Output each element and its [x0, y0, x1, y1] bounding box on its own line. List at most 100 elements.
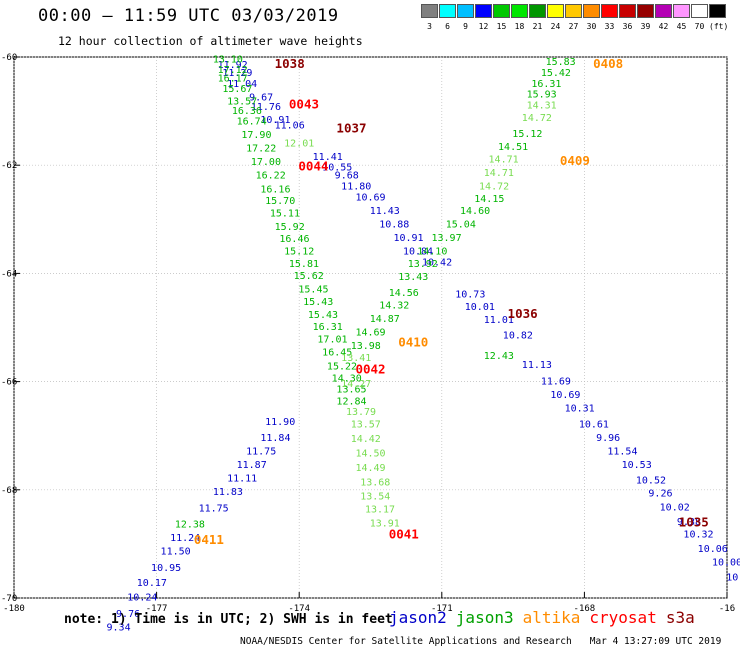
swh-label: 14.31 [527, 100, 557, 111]
y-tick-label: -60 [1, 53, 17, 63]
swh-label: 10.00 [712, 558, 740, 569]
swh-label: 9.67 [249, 92, 273, 103]
pass-time-label: 0408 [593, 56, 623, 71]
x-tick-label: -177 [146, 604, 168, 614]
color-swatch-label: 15 [496, 22, 507, 31]
swh-label: 9.34 [107, 622, 131, 633]
satellite-legend: jason2 jason3 altika cryosat s3a [389, 608, 704, 627]
swh-label: 12.84 [336, 396, 366, 407]
footer-org: NOAA/NESDIS Center for Satellite Applica… [240, 636, 572, 647]
legend-jason2: jason2 [389, 608, 447, 627]
color-swatch [655, 4, 672, 18]
pass-time-label: 0041 [389, 526, 419, 541]
color-swatch-label: 6 [445, 22, 450, 31]
color-swatch-label: 9 [463, 22, 468, 31]
swh-label: 14.42 [351, 434, 381, 445]
color-swatch [547, 4, 564, 18]
swh-label: 15.92 [275, 222, 305, 233]
color-swatch [565, 4, 582, 18]
swh-label: 14.72 [479, 182, 509, 193]
pass-time-label: 0043 [289, 96, 319, 111]
swh-label: 15.12 [512, 129, 542, 140]
swh-label: 13.17 [365, 505, 395, 516]
color-swatch-label: 18 [514, 22, 525, 31]
swh-label: 13.79 [346, 407, 376, 418]
color-swatch-label: 33 [604, 22, 615, 31]
x-tick-label: -168 [574, 604, 596, 614]
swh-label: 10.52 [636, 475, 666, 486]
swh-label: 17.01 [317, 335, 347, 346]
x-tick-label: -16 [719, 604, 735, 614]
swh-label: 16.22 [256, 171, 286, 182]
swh-label: 14.60 [460, 206, 490, 217]
swh-label: 11.69 [541, 376, 571, 387]
swh-label: 11.50 [161, 547, 191, 558]
y-tick-label: -70 [1, 594, 17, 604]
color-swatch [475, 4, 492, 18]
swh-label: 15.04 [446, 219, 476, 230]
swh-label: 10.73 [455, 290, 485, 301]
swh-label: 11.04 [227, 79, 257, 90]
swh-label: 15.12 [284, 246, 314, 257]
swh-label: 14.72 [522, 113, 552, 124]
swh-label: 16.17 [218, 73, 248, 84]
x-tick-label: -180 [3, 604, 25, 614]
pass-time-label: 0411 [194, 532, 224, 547]
swh-label: 10.95 [151, 563, 181, 574]
swh-label: 14.69 [355, 328, 385, 339]
swh-label: 11.75 [246, 447, 276, 458]
swh-label: 15.67 [222, 84, 252, 95]
color-swatch-label: 3 [427, 22, 432, 31]
swh-label: 16.45 [322, 348, 352, 359]
pass-time-label: 0042 [355, 361, 385, 376]
swh-label: 15.93 [527, 90, 557, 101]
swh-label: 13.92 [408, 259, 438, 270]
color-swatch [709, 4, 726, 18]
swh-label: 16.36 [232, 106, 262, 117]
swh-label: 15.43 [308, 310, 338, 321]
swh-label: 10.02 [660, 502, 690, 513]
swh-label: 14.71 [489, 154, 519, 165]
color-swatch [583, 4, 600, 18]
swh-label: 11.83 [213, 487, 243, 498]
color-swatch-label: 12 [478, 22, 489, 31]
swh-label: 10.31 [565, 403, 595, 414]
swh-label: 15.43 [303, 297, 333, 308]
swh-label: 9.68 [335, 171, 359, 182]
color-swatch [601, 4, 618, 18]
swh-label: 10.88 [379, 219, 409, 230]
swh-label: 14.32 [379, 301, 409, 312]
y-tick-label: -62 [1, 161, 17, 171]
y-tick-label: -68 [1, 486, 17, 496]
pass-time-label: 1037 [336, 121, 366, 136]
swh-label: 13.57 [351, 420, 381, 431]
swh-label: 14.49 [355, 463, 385, 474]
swh-label: 13.43 [398, 272, 428, 283]
swh-label: 10.91 [393, 233, 423, 244]
pass-time-label: 1038 [275, 56, 305, 71]
color-swatch [457, 4, 474, 18]
footer: NOAA/NESDIS Center for Satellite Applica… [240, 636, 721, 647]
swh-label: 14.56 [389, 288, 419, 299]
swh-label: 15.42 [541, 68, 571, 79]
swh-label: 16.74 [237, 117, 267, 128]
color-swatch [637, 4, 654, 18]
color-swatch-label: 39 [640, 22, 651, 31]
swh-label: 17.22 [246, 144, 276, 155]
swh-label: 9.26 [648, 488, 672, 499]
swh-label: 11.76 [251, 102, 281, 113]
swh-label: 17.90 [241, 130, 271, 141]
x-tick-label: -171 [431, 604, 453, 614]
legend-jason3: jason3 [455, 608, 514, 627]
swh-label: 13.91 [370, 519, 400, 530]
color-swatch-label: 36 [622, 22, 633, 31]
swh-label: 15.22 [327, 362, 357, 373]
swh-label: 13.54 [360, 492, 390, 503]
swh-label: 13.68 [360, 477, 390, 488]
swh-label: 15.70 [265, 196, 295, 207]
swh-label: 12.43 [484, 351, 514, 362]
color-swatch [691, 4, 708, 18]
swh-label: 9.96 [596, 433, 620, 444]
swh-label: 11.41 [313, 152, 343, 163]
